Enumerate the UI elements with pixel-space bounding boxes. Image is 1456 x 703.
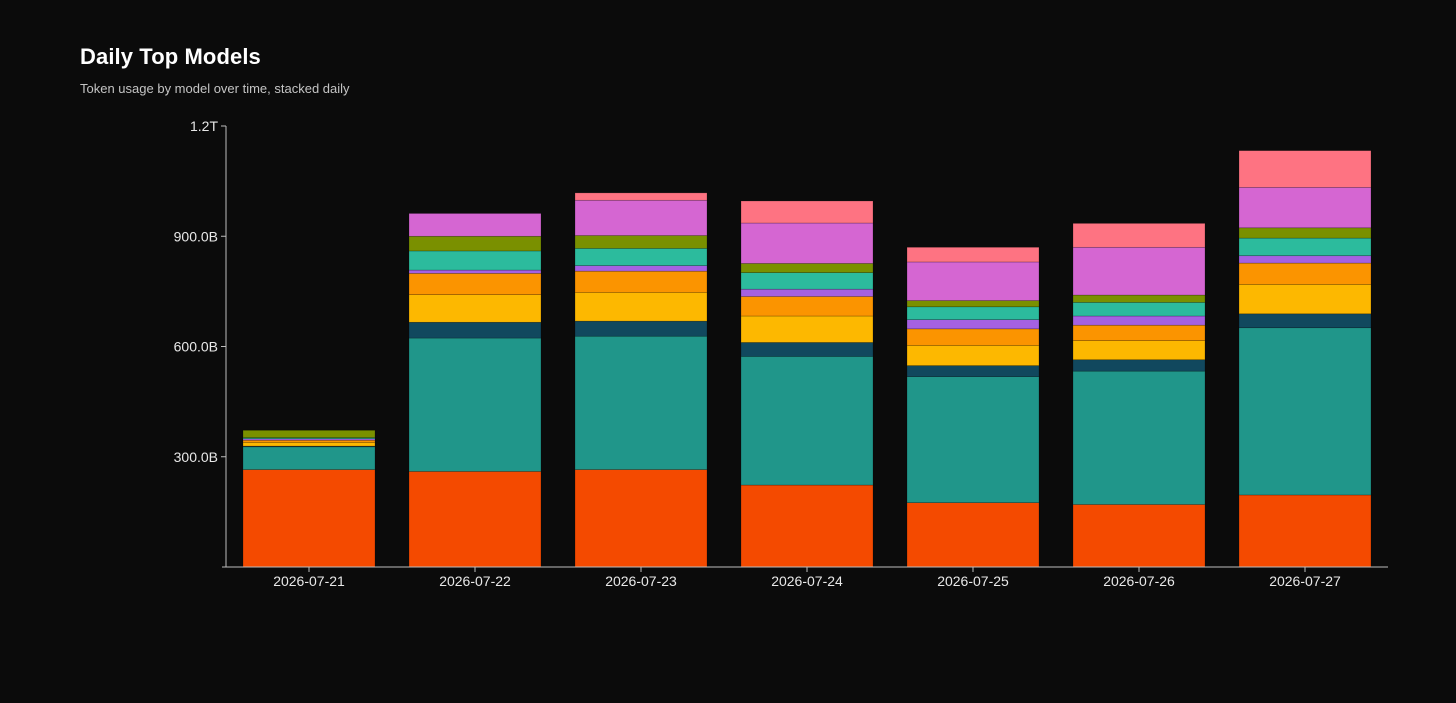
bar-segment <box>906 376 1040 503</box>
bar-segment <box>574 265 708 272</box>
bar-segment <box>1238 313 1372 329</box>
bar-segment <box>242 442 376 447</box>
bar-segment <box>574 292 708 322</box>
bar-segment <box>740 484 874 568</box>
x-tick-label: 2026-07-26 <box>1103 573 1175 589</box>
bar-segment <box>740 272 874 290</box>
bar-segment <box>740 342 874 357</box>
bar-segment <box>574 335 708 470</box>
bars-layer <box>242 150 1372 568</box>
bar-segment <box>408 273 542 295</box>
bar-segment <box>1238 255 1372 264</box>
bar-segment <box>740 200 874 224</box>
bar-stack <box>1238 150 1372 568</box>
bar-segment <box>906 246 1040 263</box>
bar-segment <box>906 306 1040 320</box>
bar-stack <box>906 246 1040 568</box>
x-tick-label: 2026-07-23 <box>605 573 677 589</box>
bar-segment <box>1238 284 1372 315</box>
bar-segment <box>242 429 376 438</box>
bar-segment <box>1238 494 1372 568</box>
bar-segment <box>242 446 376 470</box>
y-tick-label: 900.0B <box>174 228 218 244</box>
bar-segment <box>574 248 708 266</box>
bar-segment <box>906 300 1040 308</box>
bar-stack <box>574 192 708 568</box>
bar-segment <box>408 235 542 252</box>
bar-segment <box>740 296 874 317</box>
y-tick-label: 300.0B <box>174 449 218 465</box>
bar-segment <box>740 315 874 343</box>
chart-subtitle: Token usage by model over time, stacked … <box>80 81 350 96</box>
x-tick-label: 2026-07-24 <box>771 573 843 589</box>
bar-segment <box>740 356 874 486</box>
bar-segment <box>1238 237 1372 257</box>
x-tick-label: 2026-07-25 <box>937 573 1009 589</box>
bar-segment <box>574 320 708 337</box>
bar-segment <box>574 270 708 293</box>
bar-segment <box>906 345 1040 366</box>
bar-stack <box>1072 223 1206 568</box>
y-tick-label: 1.2T <box>190 118 218 134</box>
bar-segment <box>1072 504 1206 568</box>
y-axis-ticks: 300.0B 600.0B 900.0B 1.2T <box>174 118 226 465</box>
bar-segment <box>906 319 1040 330</box>
y-tick-label: 600.0B <box>174 339 218 355</box>
bar-segment <box>1238 262 1372 285</box>
bar-segment <box>574 192 708 201</box>
x-tick-label: 2026-07-22 <box>439 573 511 589</box>
bar-segment <box>1072 340 1206 361</box>
bar-segment <box>906 261 1040 301</box>
bar-segment <box>740 288 874 297</box>
bar-segment <box>1072 315 1206 326</box>
bar-segment <box>740 263 874 273</box>
bar-segment <box>1238 150 1372 188</box>
bar-stack <box>408 213 542 568</box>
bar-segment <box>1238 227 1372 239</box>
x-axis-ticks: 2026-07-21 2026-07-22 2026-07-23 2026-07-24… <box>273 567 1341 589</box>
bar-segment <box>408 337 542 472</box>
bar-segment <box>1072 359 1206 372</box>
bar-segment <box>408 294 542 323</box>
bar-stack <box>740 200 874 568</box>
bar-segment <box>1072 246 1206 296</box>
bar-stack <box>242 429 376 568</box>
bar-segment <box>740 222 874 264</box>
bar-segment <box>408 269 542 274</box>
bar-segment <box>574 235 708 249</box>
bar-segment <box>906 365 1040 377</box>
bar-segment <box>574 469 708 568</box>
bar-segment <box>242 439 376 443</box>
bar-segment <box>1238 187 1372 229</box>
chart-title: Daily Top Models <box>80 44 261 69</box>
bar-segment <box>1072 302 1206 317</box>
bar-segment <box>408 471 542 568</box>
bar-segment <box>408 213 542 237</box>
bar-segment <box>408 321 542 339</box>
bar-segment <box>242 469 376 568</box>
bar-segment <box>574 199 708 236</box>
bar-segment <box>408 250 542 271</box>
bar-segment <box>1072 370 1206 505</box>
bar-segment <box>1238 327 1372 496</box>
x-tick-label: 2026-07-21 <box>273 573 345 589</box>
bar-segment <box>906 502 1040 568</box>
bar-segment <box>1072 294 1206 303</box>
bar-segment <box>906 328 1040 346</box>
bar-segment <box>1072 223 1206 248</box>
bar-segment <box>1072 324 1206 341</box>
x-tick-label: 2026-07-27 <box>1269 573 1341 589</box>
